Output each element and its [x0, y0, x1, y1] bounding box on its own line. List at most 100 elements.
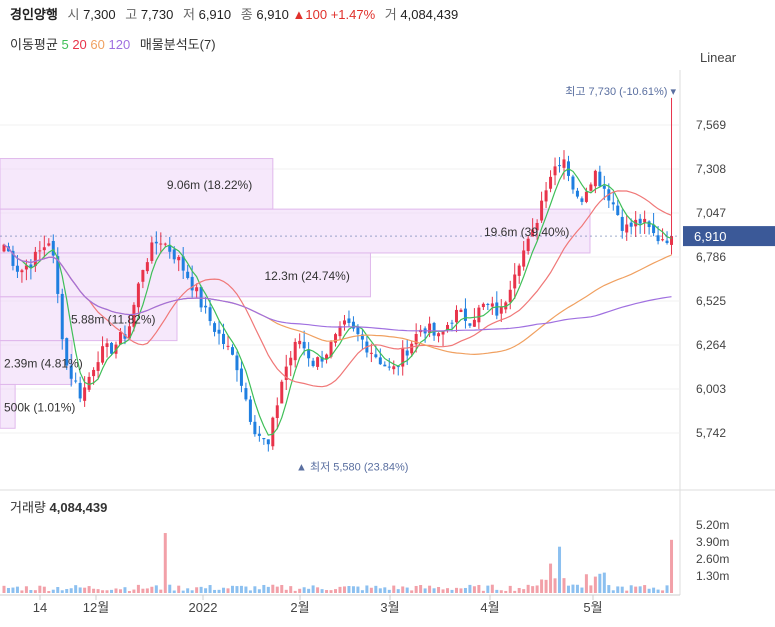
volume-bar [607, 585, 611, 593]
volume-bar [499, 590, 503, 593]
candle-body [145, 262, 149, 272]
candle-body [213, 323, 217, 332]
candle-body [298, 340, 302, 345]
volume-bar [257, 589, 261, 593]
candle-body [544, 190, 548, 202]
volume-bar [334, 589, 338, 593]
candle-body [526, 238, 530, 252]
candle-body [74, 380, 78, 382]
volume-bar [29, 590, 33, 593]
candle-body [665, 240, 669, 243]
volume-bar [405, 587, 409, 593]
close-value: 6,910 [256, 7, 289, 22]
volume-profile-label: 9.06m (18.22%) [167, 178, 252, 192]
candle-body [656, 235, 660, 242]
current-price-text: 6,910 [694, 229, 727, 244]
candle-body [195, 287, 199, 292]
volume-bar [168, 584, 172, 593]
candle-body [275, 405, 279, 419]
candle-body [199, 286, 203, 308]
candle-body [2, 244, 6, 252]
candle-body [580, 198, 584, 202]
volume-bar [378, 588, 382, 593]
volume-bar [239, 585, 243, 593]
candle-body [410, 343, 414, 354]
candle-body [629, 222, 633, 227]
candle-body [248, 399, 252, 422]
ma-legend-label: 이동평균 [10, 37, 58, 52]
scale-toggle-button[interactable]: Linear [700, 50, 737, 65]
open-label: 시 [67, 7, 80, 22]
volume-bar [468, 584, 472, 593]
candle-body [204, 305, 208, 308]
volume-bar [110, 589, 114, 593]
candle-body [230, 347, 234, 355]
volume-bar [562, 578, 566, 593]
low-value: 6,910 [198, 7, 232, 22]
candle-body [96, 362, 100, 371]
candle-body [450, 322, 454, 324]
volume-bar [553, 578, 557, 593]
volume-bar [181, 590, 185, 593]
candle-body [670, 236, 674, 245]
volume-bar [584, 574, 588, 593]
volume-bar [526, 584, 530, 593]
ma-legend[interactable]: 이동평균 5 20 60 120 매물분석도(7) [10, 34, 216, 53]
candle-body [208, 307, 212, 322]
ma120-label: 120 [108, 37, 131, 52]
volume-profile-bar [0, 208, 591, 254]
volume-bar [517, 587, 521, 593]
volume-bar [47, 591, 51, 593]
volume-bar [625, 590, 629, 593]
volume-bar [145, 588, 149, 593]
ma5-line [3, 168, 672, 436]
candle-body [652, 224, 656, 234]
volume-bar [522, 589, 526, 593]
volume-bar [56, 587, 60, 593]
volume-bar [454, 587, 458, 593]
volume-bar [230, 585, 234, 593]
volume-bar [226, 588, 230, 593]
volume-title-value: 4,084,439 [49, 500, 108, 515]
candle-body [392, 366, 396, 370]
candle-body [293, 341, 297, 361]
low-label: 저 [183, 7, 195, 22]
candle-body [620, 216, 624, 231]
candle-body [374, 354, 378, 358]
volume-profile-label: 12.3m (24.74%) [264, 269, 349, 283]
volume-tick-label: 5.20m [696, 518, 729, 532]
y-tick-label: 6,525 [696, 294, 726, 308]
min-price-label: ▲ 최저 5,580 (23.84%) [296, 460, 408, 473]
volume-bar [284, 589, 288, 593]
y-tick-label: 7,047 [696, 206, 726, 220]
candle-body [468, 323, 472, 326]
y-tick-label: 6,264 [696, 338, 726, 352]
volume-bar [280, 584, 284, 593]
volume-profile-label: 19.6m (39.40%) [484, 225, 569, 239]
price-header: 경인양행 시 7,300 고 7,730 저 6,910 종 6,910 ▲10… [10, 4, 458, 23]
stock-name: 경인양행 [10, 7, 58, 22]
volume-bar [24, 586, 28, 593]
candle-body [347, 318, 351, 323]
candle-body [257, 433, 261, 436]
volume-bar [235, 586, 239, 593]
volume-bars [2, 533, 674, 593]
volume-bar [401, 586, 405, 593]
volume-bar [262, 584, 266, 593]
candle-body [338, 326, 342, 337]
volume-bar [244, 586, 248, 593]
volume-bar [163, 533, 167, 593]
volume-bar [566, 585, 570, 593]
volume-tick-label: 2.60m [696, 552, 729, 566]
volume-bar [217, 589, 221, 593]
candle-body [446, 324, 450, 330]
volume-bar [15, 586, 19, 593]
volume-bar [558, 546, 562, 593]
candle-body [531, 229, 535, 237]
candle-body [329, 341, 333, 357]
x-tick-label: 14 [33, 600, 47, 615]
high-label: 고 [125, 7, 138, 22]
volume-bar [446, 588, 450, 593]
volume-bar [132, 589, 136, 593]
